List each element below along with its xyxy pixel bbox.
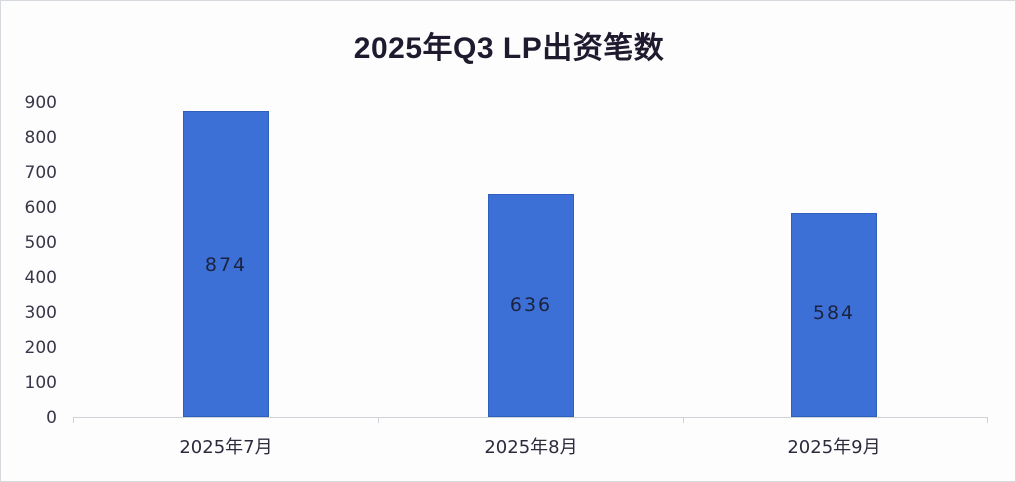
chart-title: 2025年Q3 LP出资笔数 <box>353 32 665 65</box>
bar-value-label: 636 <box>509 294 553 316</box>
y-tick-label: 800 <box>24 128 57 148</box>
x-tick-mark <box>378 417 379 423</box>
x-tick-mark <box>683 417 684 423</box>
bar-august: 636 <box>488 194 574 417</box>
y-tick-label: 300 <box>24 303 57 323</box>
x-tick-label: 2025年7月 <box>179 437 273 458</box>
bar-july: 874 <box>183 111 269 417</box>
y-tick-label: 200 <box>24 338 57 358</box>
y-tick-label: 700 <box>24 163 57 183</box>
y-tick-label: 0 <box>46 408 57 428</box>
y-tick-label: 400 <box>24 268 57 288</box>
x-tick-label: 2025年9月 <box>787 437 881 458</box>
y-tick-label: 900 <box>24 93 57 113</box>
x-axis-line <box>73 417 988 418</box>
x-tick-mark <box>987 417 988 423</box>
bar-value-label: 874 <box>204 254 248 276</box>
y-tick-label: 500 <box>24 233 57 253</box>
bar-value-label: 584 <box>812 302 856 324</box>
x-tick-label: 2025年8月 <box>484 437 578 458</box>
y-tick-label: 600 <box>24 198 57 218</box>
x-tick-mark <box>73 417 74 423</box>
y-tick-label: 100 <box>24 373 57 393</box>
bar-september: 584 <box>791 213 877 417</box>
